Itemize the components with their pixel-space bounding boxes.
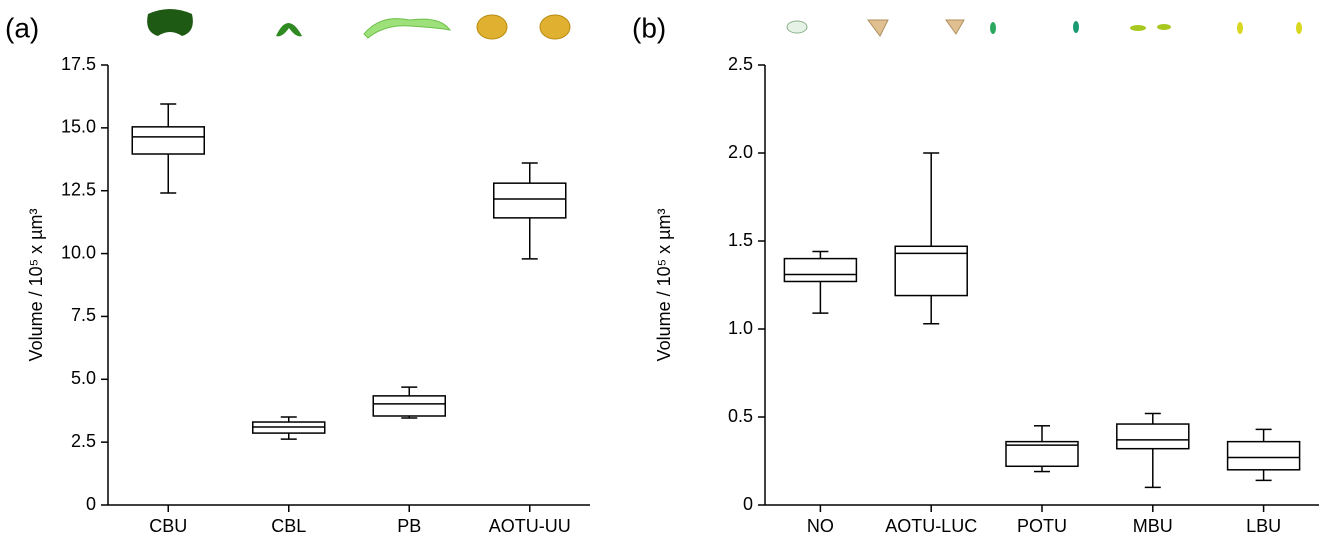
- panel-label: (a): [5, 12, 39, 43]
- y-tick-label: 0: [86, 494, 96, 514]
- icon: [147, 9, 193, 36]
- x-tick-label: AOTU-UU: [489, 516, 571, 536]
- x-tick-label: PB: [397, 516, 421, 536]
- icon: [945, 19, 965, 35]
- panel-label: (b): [632, 12, 666, 43]
- icon: [539, 14, 571, 40]
- box: [1226, 440, 1301, 471]
- icon: [867, 19, 889, 37]
- y-tick-label: 1.5: [728, 230, 753, 250]
- icon: [1296, 22, 1302, 34]
- x-tick-label: CBU: [149, 516, 187, 536]
- y-tick-label: 15.0: [61, 117, 96, 137]
- x-tick-label: POTU: [1017, 516, 1067, 536]
- icon: [1237, 22, 1243, 34]
- x-tick-label: MBU: [1133, 516, 1173, 536]
- x-tick-label: AOTU-LUC: [885, 516, 977, 536]
- box: [493, 182, 567, 219]
- y-axis-label: Volume / 10⁵ x µm³: [654, 209, 674, 362]
- box: [1116, 423, 1190, 450]
- y-tick-label: 5.0: [71, 368, 96, 388]
- icon: [1073, 21, 1079, 33]
- y-tick-label: 2.0: [728, 142, 753, 162]
- icon: [1130, 25, 1146, 31]
- y-tick-label: 0: [743, 494, 753, 514]
- x-tick-label: NO: [807, 516, 834, 536]
- box: [894, 245, 968, 297]
- icon: [990, 22, 996, 34]
- y-tick-label: 2.5: [71, 431, 96, 451]
- y-tick-label: 10.0: [61, 242, 96, 262]
- box: [372, 395, 446, 417]
- y-tick-label: 1.0: [728, 318, 753, 338]
- icon: [476, 14, 508, 40]
- y-tick-label: 7.5: [71, 305, 96, 325]
- y-tick-label: 17.5: [61, 54, 96, 74]
- box: [783, 257, 858, 283]
- x-tick-label: CBL: [271, 516, 306, 536]
- icons: [147, 9, 1302, 40]
- box: [131, 126, 205, 155]
- y-tick-label: 12.5: [61, 179, 96, 199]
- y-axis-label: Volume / 10⁵ x µm³: [26, 209, 46, 362]
- icon: [1157, 24, 1171, 30]
- x-tick-label: LBU: [1246, 516, 1281, 536]
- icon: [363, 18, 452, 39]
- y-tick-label: 0.5: [728, 406, 753, 426]
- icon: [276, 23, 302, 37]
- y-tick-label: 2.5: [728, 54, 753, 74]
- icon: [786, 20, 808, 34]
